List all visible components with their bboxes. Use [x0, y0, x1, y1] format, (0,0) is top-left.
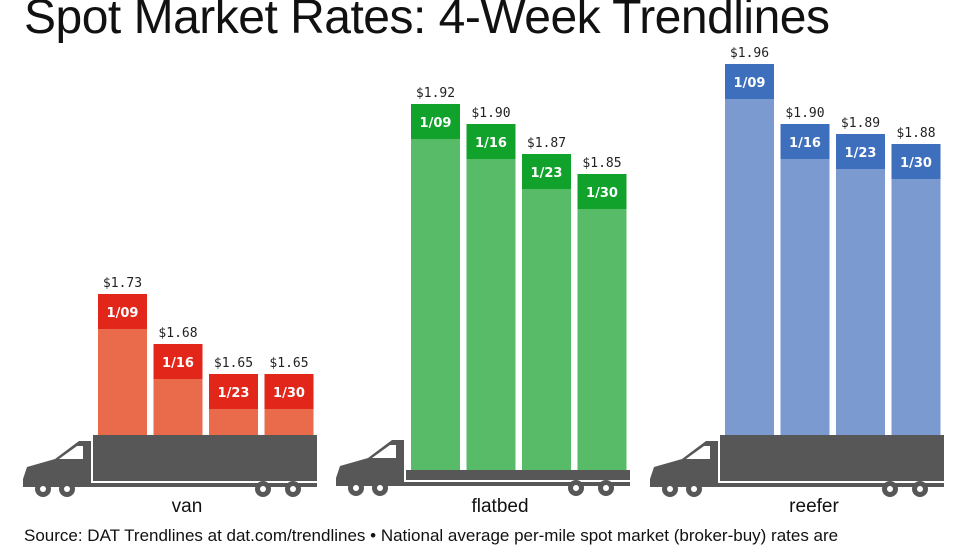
- date-label-flatbed-4: 1/30: [586, 186, 618, 201]
- chart-title: Spot Market Rates: 4-Week Trendlines: [24, 0, 830, 44]
- truck-icon: [23, 435, 317, 497]
- date-label-van-2: 1/16: [162, 356, 194, 371]
- value-label-van-4: $1.65: [269, 356, 308, 371]
- truck-icon: [650, 435, 944, 497]
- bar-reefer-2: [780, 124, 830, 435]
- bar-cap-reefer-3: [836, 134, 885, 169]
- bar-cap-reefer-2: [780, 124, 830, 159]
- date-label-flatbed-2: 1/16: [475, 136, 507, 151]
- date-label-reefer-3: 1/23: [845, 146, 877, 161]
- bar-reefer-4: [891, 144, 941, 435]
- bar-reefer-1: [725, 64, 774, 435]
- chart: 1/09$1.731/16$1.681/23$1.651/30$1.65van1…: [23, 46, 944, 517]
- group-reefer: 1/09 $1.96 1/16 $1.90 1/23 $1.89 1/30 $1.88 reef…: [650, 46, 944, 517]
- bar-cap-flatbed-2: [466, 124, 516, 159]
- value-label-van-2: $1.68: [158, 326, 197, 341]
- truck-icon: [336, 440, 630, 496]
- value-label-flatbed-1: $1.92: [416, 86, 455, 101]
- group-label-reefer: reefer: [789, 496, 839, 517]
- bar-cap-van-3: [209, 374, 258, 409]
- group-label-flatbed: flatbed: [471, 496, 528, 517]
- bar-cap-van-2: [153, 344, 203, 379]
- value-label-reefer-4: $1.88: [896, 126, 935, 141]
- group-label-van: van: [172, 496, 203, 517]
- bar-flatbed-3: [522, 154, 571, 470]
- bar-cap-flatbed-3: [522, 154, 571, 189]
- value-label-reefer-1: $1.96: [730, 46, 769, 61]
- bar-reefer-3: [836, 134, 885, 435]
- bar-flatbed-2: [466, 124, 516, 470]
- date-label-reefer-4: 1/30: [900, 156, 932, 171]
- bar-cap-van-4: [264, 374, 314, 409]
- date-label-reefer-2: 1/16: [789, 136, 821, 151]
- value-label-reefer-3: $1.89: [841, 116, 880, 131]
- value-label-flatbed-3: $1.87: [527, 136, 566, 151]
- value-label-flatbed-2: $1.90: [471, 106, 510, 121]
- bar-cap-reefer-4: [891, 144, 941, 179]
- source-note: Source: DAT Trendlines at dat.com/trendl…: [24, 526, 839, 545]
- date-label-flatbed-1: 1/09: [420, 116, 452, 131]
- date-label-van-3: 1/23: [218, 386, 250, 401]
- value-label-flatbed-4: $1.85: [582, 156, 621, 171]
- value-label-van-1: $1.73: [103, 276, 142, 291]
- bar-flatbed-1: [411, 104, 460, 470]
- group-van: 1/09 $1.73 1/16 $1.68 1/23 $1.65 1/30 $1.65 van: [23, 276, 317, 517]
- date-label-reefer-1: 1/09: [734, 76, 766, 91]
- bar-flatbed-4: [577, 174, 627, 470]
- bar-cap-van-1: [98, 294, 147, 329]
- bar-cap-flatbed-1: [411, 104, 460, 139]
- date-label-van-4: 1/30: [273, 386, 305, 401]
- bar-cap-flatbed-4: [577, 174, 627, 209]
- value-label-reefer-2: $1.90: [785, 106, 824, 121]
- value-label-van-3: $1.65: [214, 356, 253, 371]
- date-label-flatbed-3: 1/23: [531, 166, 563, 181]
- date-label-van-1: 1/09: [107, 306, 139, 321]
- bar-cap-reefer-1: [725, 64, 774, 99]
- group-flatbed: 1/09 $1.92 1/16 $1.90 1/23 $1.87 1/30 $1.85 flat…: [336, 86, 630, 517]
